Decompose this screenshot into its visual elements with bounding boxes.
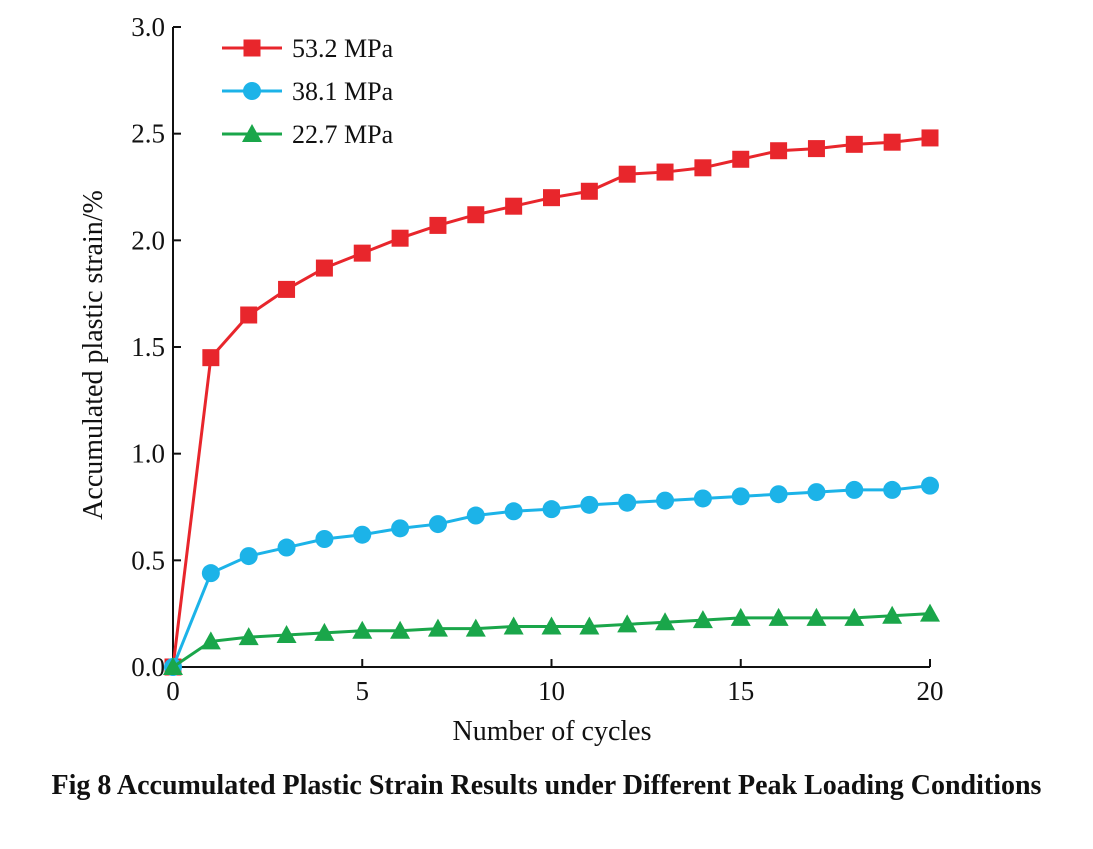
data-point — [807, 140, 825, 158]
data-point — [770, 142, 788, 160]
data-point — [656, 163, 674, 181]
x-tick-label: 10 — [538, 676, 565, 706]
data-point — [541, 616, 562, 635]
data-point — [806, 607, 827, 626]
data-point — [656, 491, 675, 510]
data-point — [731, 487, 750, 506]
data-point — [579, 616, 600, 635]
data-point — [730, 607, 751, 626]
data-point — [543, 189, 560, 207]
data-point — [920, 603, 940, 622]
x-tick-label: 15 — [727, 676, 754, 706]
x-tick-label: 20 — [917, 676, 944, 706]
y-tick-label: 0.0 — [131, 652, 165, 682]
legend-label: 38.1 MPa — [292, 77, 394, 106]
data-point — [276, 625, 297, 643]
data-point — [921, 129, 939, 147]
series-2 — [163, 603, 940, 675]
data-point — [200, 631, 221, 650]
data-point — [353, 244, 371, 262]
data-point — [390, 620, 411, 639]
legend-marker — [243, 82, 261, 100]
legend-label: 53.2 MPa — [292, 34, 394, 63]
data-point — [391, 229, 409, 247]
legend-label: 22.7 MPa — [292, 120, 394, 149]
data-point — [883, 133, 901, 151]
legend-item: 38.1 MPa — [222, 77, 394, 106]
y-axis-label: Accumulated plastic strain/% — [78, 190, 109, 520]
data-point — [202, 349, 220, 367]
data-point — [655, 612, 676, 631]
data-point — [618, 165, 636, 183]
data-point — [769, 485, 788, 504]
data-point — [505, 197, 523, 215]
data-point — [163, 657, 183, 675]
legend: 53.2 MPa 38.1 MPa 22.7 MPa — [222, 34, 394, 149]
data-point — [542, 500, 561, 519]
y-tick-label: 1.0 — [131, 439, 165, 469]
data-point — [315, 530, 334, 548]
y-tick-label: 1.5 — [131, 332, 165, 362]
data-point — [240, 306, 258, 324]
data-point — [845, 135, 863, 153]
series-0 — [164, 129, 939, 676]
y-tick-label: 3.0 — [131, 12, 165, 42]
data-point — [278, 280, 296, 298]
data-point — [580, 495, 599, 514]
data-point — [618, 493, 637, 512]
data-point — [239, 547, 258, 566]
data-point — [580, 182, 598, 200]
legend-marker — [242, 124, 262, 142]
data-point — [466, 506, 485, 525]
data-point — [353, 525, 372, 544]
data-point — [352, 620, 373, 639]
data-point — [314, 622, 335, 641]
data-point — [465, 618, 486, 637]
data-point — [391, 519, 410, 538]
y-tick-label: 0.5 — [131, 545, 165, 575]
data-point — [692, 610, 713, 629]
series-line — [171, 136, 931, 668]
data-point — [617, 614, 638, 633]
data-point — [467, 206, 485, 224]
data-point — [845, 480, 864, 499]
data-point — [429, 216, 447, 234]
data-point — [693, 489, 712, 508]
data-point — [807, 483, 826, 502]
data-point — [504, 502, 523, 521]
data-point — [503, 616, 524, 635]
y-tick-label: 2.0 — [131, 225, 165, 255]
x-tick-label: 0 — [166, 676, 180, 706]
figure-caption: Fig 8 Accumulated Plastic Strain Results… — [51, 770, 1042, 801]
x-tick-label: 5 — [356, 676, 370, 706]
data-point — [315, 259, 333, 277]
series-layer — [163, 129, 940, 676]
legend-item: 53.2 MPa — [222, 34, 394, 63]
data-point — [768, 607, 789, 626]
data-point — [694, 159, 712, 177]
data-point — [732, 150, 750, 168]
data-point — [883, 480, 902, 499]
data-point — [844, 607, 865, 626]
legend-item: 22.7 MPa — [222, 120, 394, 149]
y-tick-label: 2.5 — [131, 119, 165, 149]
data-point — [428, 515, 447, 534]
data-point — [882, 605, 903, 624]
x-axis-label: Number of cycles — [452, 716, 651, 747]
data-point — [238, 627, 259, 646]
data-point — [427, 618, 448, 637]
axes: 0.0 0.5 1.0 1.5 2.0 2.5 3.0 0 5 10 15 20 — [131, 12, 943, 706]
legend-marker — [243, 39, 261, 57]
data-point — [921, 476, 939, 495]
data-point — [277, 538, 296, 557]
data-point — [201, 564, 220, 583]
series-1 — [164, 476, 939, 676]
